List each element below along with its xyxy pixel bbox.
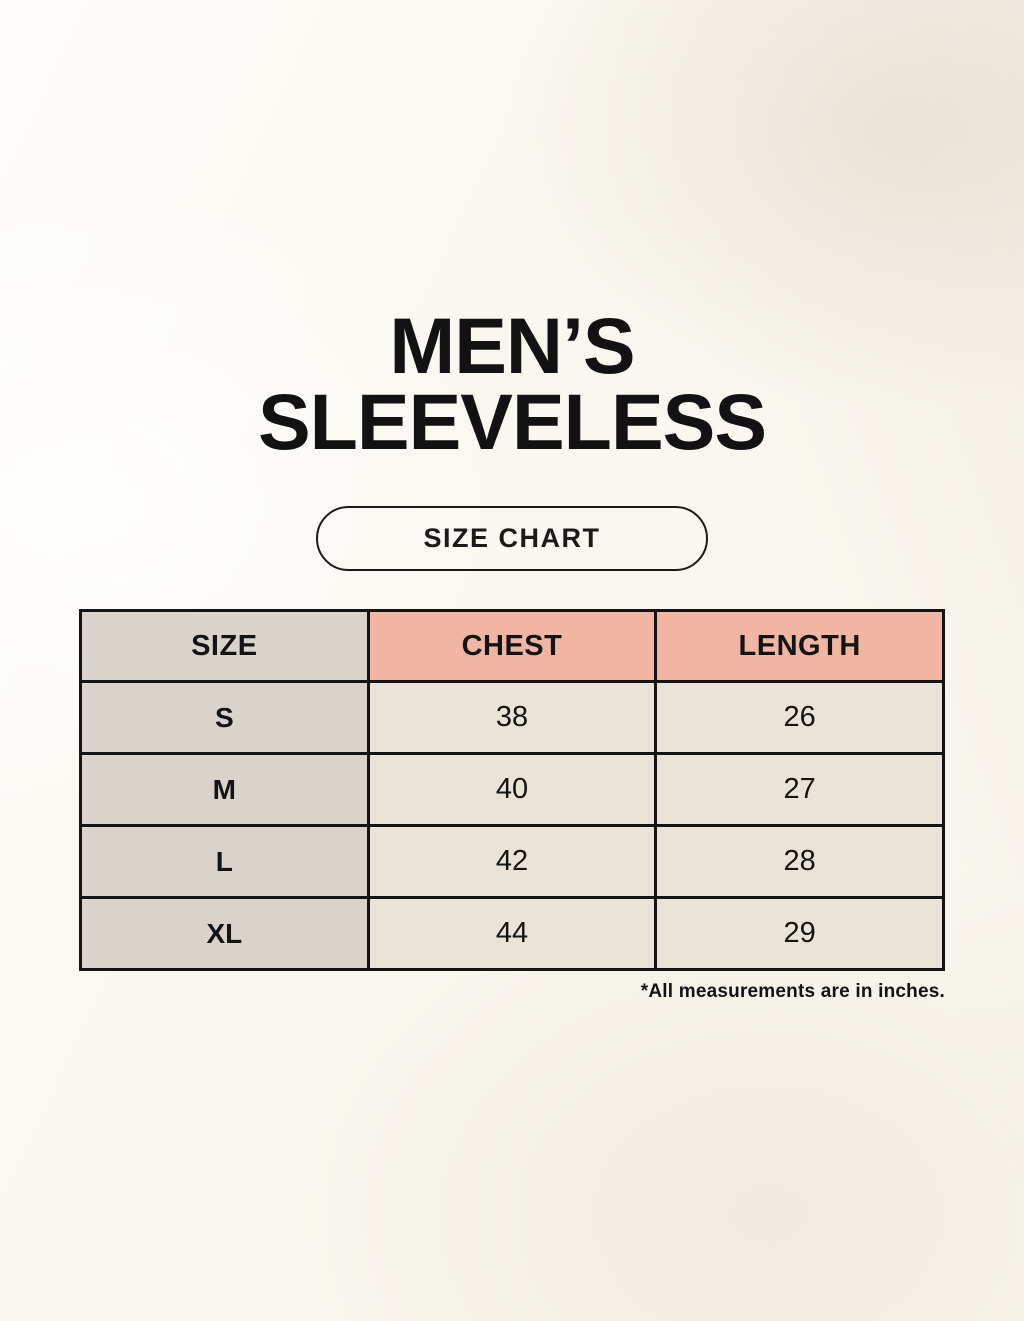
- size-chart-badge-label: SIZE CHART: [423, 523, 601, 553]
- size-chart-table: SIZE CHEST LENGTH S 38 26 M 40 27 L 42 2…: [79, 609, 945, 971]
- size-chart-badge: SIZE CHART: [316, 506, 708, 571]
- size-chart-table-header: SIZE CHEST LENGTH: [79, 609, 945, 683]
- column-header-chest: CHEST: [366, 609, 658, 683]
- size-cell: XL: [79, 896, 370, 971]
- page-title-line1: MEN’S: [389, 301, 635, 390]
- size-chart-table-body: S 38 26 M 40 27 L 42 28 XL 44 29: [79, 680, 945, 971]
- table-row-l: L 42 28: [79, 824, 945, 899]
- chest-cell: 40: [366, 752, 658, 827]
- length-cell: 27: [654, 752, 945, 827]
- column-header-size: SIZE: [79, 609, 370, 683]
- length-cell: 28: [654, 824, 945, 899]
- page-title-line2: SLEEVELESS: [257, 377, 767, 466]
- size-cell: L: [79, 824, 370, 899]
- measurements-footnote: *All measurements are in inches.: [640, 981, 945, 1002]
- header-row: SIZE CHEST LENGTH: [79, 609, 945, 683]
- column-header-length: LENGTH: [654, 609, 945, 683]
- length-cell: 29: [654, 896, 945, 971]
- table-row-xl: XL 44 29: [79, 896, 945, 971]
- chest-cell: 44: [366, 896, 658, 971]
- page-title: MEN’S SLEEVELESS: [0, 0, 1024, 466]
- length-cell: 26: [654, 680, 945, 755]
- chest-cell: 42: [366, 824, 658, 899]
- table-row-m: M 40 27: [79, 752, 945, 827]
- table-row-s: S 38 26: [79, 680, 945, 755]
- size-cell: M: [79, 752, 370, 827]
- chest-cell: 38: [366, 680, 658, 755]
- size-cell: S: [79, 680, 370, 755]
